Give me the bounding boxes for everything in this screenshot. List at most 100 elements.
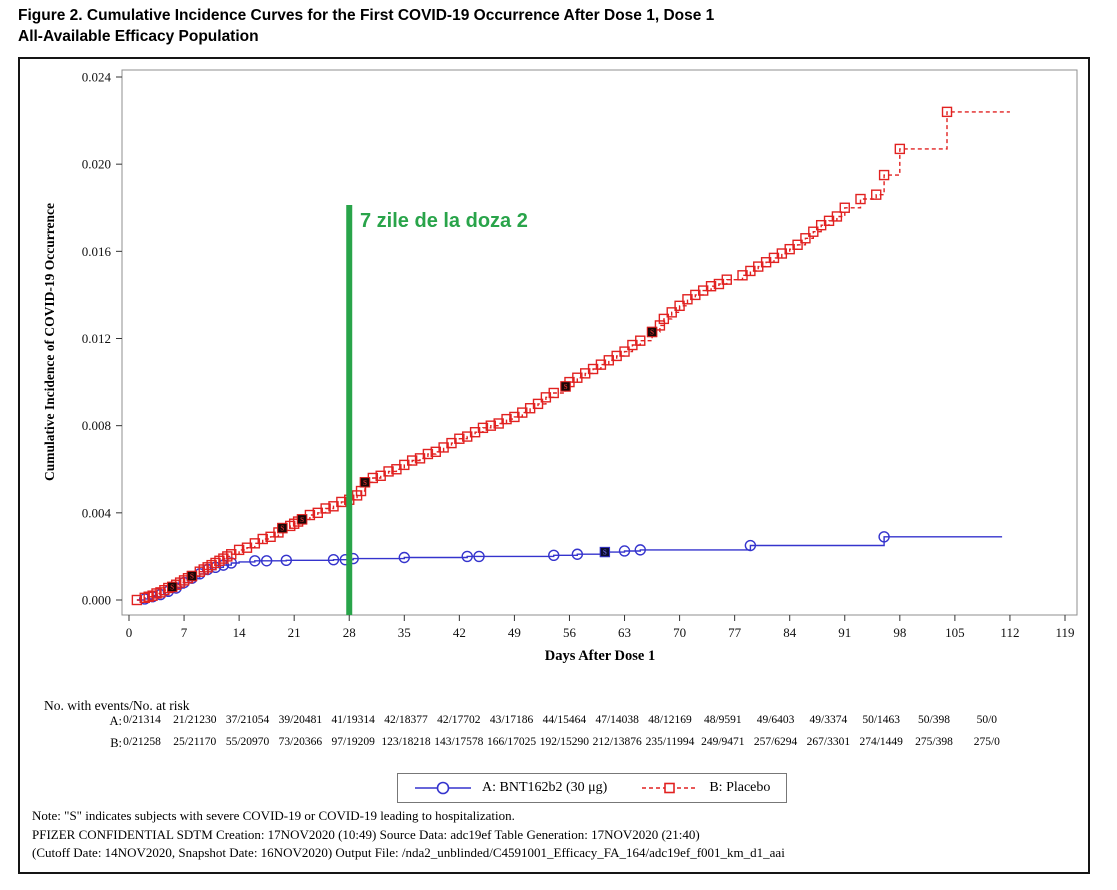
severe-case-letter: S — [280, 525, 284, 533]
x-tick-label: 63 — [618, 625, 631, 640]
risk-cell: 212/13876 — [592, 736, 642, 748]
risk-cell: 21/21230 — [173, 714, 217, 726]
x-tick-label: 70 — [673, 625, 686, 640]
risk-table-caption: No. with events/No. at risk — [44, 698, 190, 713]
bnt162b2-marker — [571, 548, 584, 560]
risk-cell: 123/18218 — [381, 736, 431, 748]
figure-title-line1: Figure 2. Cumulative Incidence Curves fo… — [18, 7, 715, 24]
y-tick-label: 0.000 — [82, 593, 111, 608]
risk-table-row: A: 0/21314 21/21230 37/21054 39/20481 41/1931… — [20, 714, 1088, 730]
risk-table-row: B: 0/21258 25/21170 55/20970 73/20366 97/1920… — [20, 736, 1088, 752]
severe-case-marker — [186, 570, 198, 582]
risk-cell: 48/12169 — [648, 714, 692, 726]
risk-cell: 44/15464 — [542, 714, 587, 726]
severe-case-letter: S — [650, 329, 654, 337]
placebo-marker — [878, 169, 890, 181]
risk-cell: 257/6294 — [753, 736, 798, 748]
placebo-marker — [383, 466, 394, 477]
risk-cell: 249/9471 — [701, 736, 745, 748]
severe-case-letter: S — [300, 516, 304, 524]
bnt162b2-marker — [280, 554, 293, 567]
risk-cell: 43/17186 — [489, 714, 534, 726]
y-tick-label: 0.004 — [82, 505, 112, 520]
risk-cell: 267/3301 — [806, 736, 851, 748]
risk-cell: 235/11994 — [645, 736, 695, 748]
placebo-marker — [894, 143, 906, 155]
bnt162b2-marker — [473, 550, 485, 563]
placebo-marker — [477, 422, 489, 434]
bnt162b2-marker — [618, 545, 631, 557]
severe-case-marker — [646, 326, 658, 338]
dose2-annotation: 7 zile de la doza 2 — [360, 210, 528, 232]
severe-case-marker — [599, 546, 611, 558]
y-tick-label: 0.012 — [82, 331, 111, 346]
risk-cell: 166/17025 — [486, 736, 537, 748]
risk-cell: 39/20481 — [278, 714, 323, 726]
placebo-marker — [454, 433, 465, 444]
bnt162b2-marker — [461, 550, 473, 563]
x-tick-label: 119 — [1055, 625, 1074, 640]
legend-label-bnt162b2: A: BNT162b2 (30 μg) — [482, 780, 608, 795]
risk-row-label: A: — [109, 714, 123, 728]
y-tick-label: 0.016 — [82, 244, 112, 259]
placebo-marker — [320, 503, 331, 514]
placebo-marker — [808, 226, 819, 237]
figure-title-line2: All-Available Efficacy Population — [18, 28, 259, 45]
risk-cell: 50/398 — [918, 714, 950, 726]
x-tick-label: 56 — [563, 625, 577, 640]
risk-cell: 274/1449 — [859, 736, 903, 748]
placebo-marker — [855, 193, 866, 205]
placebo-marker — [336, 496, 347, 508]
x-tick-label: 42 — [453, 625, 466, 640]
risk-cell: 42/18377 — [384, 714, 428, 726]
severe-case-letter: S — [170, 584, 174, 592]
risk-cell: 48/9591 — [703, 714, 742, 726]
placebo-marker — [485, 420, 497, 431]
bnt162b2-marker — [878, 531, 890, 543]
risk-row-label: B: — [110, 736, 122, 750]
y-tick-label: 0.024 — [82, 70, 112, 85]
risk-cell: 275/398 — [915, 736, 953, 748]
risk-cell: 97/19209 — [331, 736, 375, 748]
severe-case-letter: S — [603, 549, 607, 557]
x-tick-label: 21 — [288, 625, 301, 640]
severe-case-letter: S — [564, 383, 568, 391]
severe-case-marker — [359, 477, 371, 488]
placebo-marker — [532, 398, 544, 410]
footnotes: Note: "S" indicates subjects with severe… — [32, 807, 785, 863]
figure-frame: Cumulative Incidence of COVID-19 Occurre… — [18, 57, 1090, 874]
legend-label-placebo: B: Placebo — [709, 780, 771, 795]
y-tick-label: 0.020 — [82, 157, 111, 172]
legend-marker-bnt162b2-icon — [415, 781, 471, 795]
figure-title: Figure 2. Cumulative Incidence Curves fo… — [18, 5, 714, 47]
severe-case-marker — [296, 514, 308, 525]
placebo-marker — [831, 211, 843, 222]
x-tick-label: 49 — [508, 625, 521, 640]
placebo-marker — [658, 313, 670, 325]
risk-cell: 73/20366 — [278, 736, 323, 748]
footnote-confidential: PFIZER CONFIDENTIAL SDTM Creation: 17NOV… — [32, 826, 700, 842]
bnt162b2-marker — [634, 544, 646, 556]
legend: A: BNT162b2 (30 μg) B: Placebo — [397, 773, 788, 803]
severe-case-marker — [277, 522, 288, 534]
placebo-marker — [705, 280, 717, 292]
x-axis-title: Days After Dose 1 — [544, 648, 656, 664]
risk-cell: 0/21314 — [123, 714, 161, 726]
severe-case-marker — [167, 581, 178, 593]
x-tick-label: 105 — [945, 625, 965, 640]
risk-cell: 192/15290 — [539, 736, 589, 748]
placebo-marker — [721, 274, 732, 285]
placebo-marker — [619, 346, 630, 357]
placebo-marker — [839, 202, 850, 213]
y-axis-title: Cumulative Incidence of COVID-19 Occurre… — [42, 203, 57, 481]
severe-case-marker — [560, 381, 571, 392]
placebo-marker — [422, 448, 434, 460]
bnt162b2-marker — [548, 549, 560, 562]
risk-cell: 37/21054 — [225, 714, 270, 726]
placebo-marker — [233, 544, 245, 556]
bnt162b2-marker — [744, 539, 757, 552]
placebo-marker — [792, 239, 803, 250]
x-tick-label: 7 — [181, 625, 188, 640]
placebo-marker — [501, 413, 512, 425]
placebo-marker — [666, 307, 677, 318]
